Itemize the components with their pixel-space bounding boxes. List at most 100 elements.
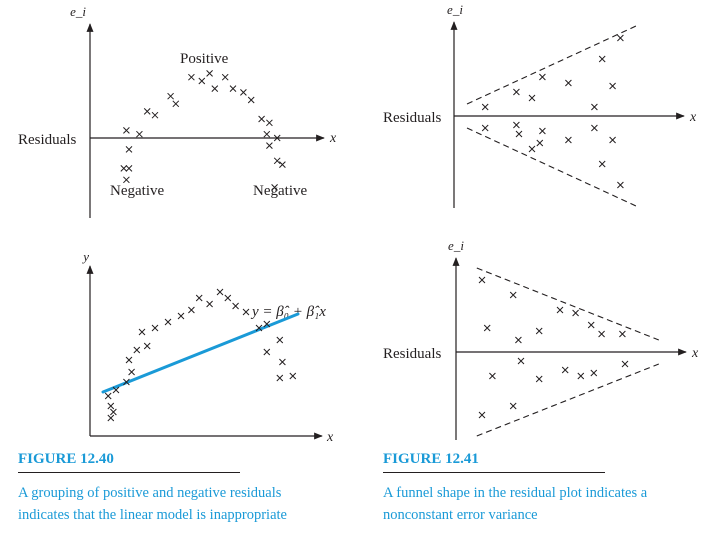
data-point	[172, 100, 180, 108]
data-point	[279, 161, 286, 168]
data-point	[216, 288, 224, 296]
data-point	[224, 294, 232, 302]
data-point	[266, 119, 273, 127]
fitted-line-group	[101, 312, 300, 394]
residuals-label: Residuals	[383, 346, 441, 362]
figure-12-41-title: FIGURE 12.41	[383, 451, 479, 467]
residual-points	[481, 34, 624, 189]
data-point	[621, 360, 629, 368]
y-axis-label: e_i	[448, 238, 464, 253]
data-point	[263, 348, 271, 356]
data-point	[221, 73, 229, 81]
residual-plot-narrowing-funnel: e_i x Residuals	[383, 238, 699, 440]
data-point	[528, 145, 536, 153]
data-point	[478, 411, 486, 419]
data-point	[232, 302, 239, 310]
figure-12-41-rule	[383, 472, 605, 473]
data-point	[151, 324, 159, 332]
data-point	[110, 408, 117, 416]
annotation-negative-right: Negative	[253, 183, 307, 199]
data-point	[609, 136, 616, 144]
data-point	[258, 115, 265, 123]
data-point	[123, 378, 130, 386]
data-point	[271, 184, 278, 191]
data-point	[120, 165, 128, 172]
data-point	[590, 369, 598, 377]
data-point	[279, 358, 286, 366]
data-point	[609, 82, 616, 90]
data-point	[242, 308, 250, 316]
data-point	[478, 276, 486, 284]
data-point	[598, 160, 606, 168]
data-point	[112, 386, 120, 394]
data-point	[266, 142, 273, 149]
funnel-guide-line	[476, 363, 660, 437]
data-point	[276, 374, 284, 382]
data-point	[240, 89, 247, 96]
data-point	[188, 73, 195, 81]
data-point	[619, 330, 626, 338]
annotation-positive: Positive	[180, 51, 229, 67]
data-point	[481, 103, 489, 111]
x-axis-label: x	[329, 131, 337, 146]
data-point	[125, 165, 133, 172]
data-point	[515, 130, 523, 138]
fitted-regression-line	[101, 312, 300, 394]
funnel-guides	[476, 267, 660, 437]
data-point	[535, 375, 543, 383]
data-point	[138, 328, 146, 336]
data-point	[104, 392, 112, 400]
residuals-label: Residuals	[18, 132, 76, 148]
data-point	[536, 139, 544, 147]
data-point	[528, 94, 536, 102]
data-point	[556, 306, 564, 314]
data-point	[136, 130, 143, 138]
data-point	[587, 321, 595, 329]
data-point	[151, 111, 159, 119]
data-point	[143, 342, 151, 350]
data-point	[177, 312, 185, 320]
data-point	[565, 136, 572, 144]
residual-plot-widening-funnel: e_i x Residuals	[383, 2, 697, 208]
data-point	[591, 124, 598, 132]
data-point	[211, 85, 219, 92]
data-points	[104, 288, 297, 422]
x-axis-label: x	[326, 430, 334, 445]
data-point	[289, 372, 297, 380]
funnel-guides	[466, 25, 637, 207]
data-point	[517, 357, 525, 365]
data-point	[509, 402, 517, 410]
data-point	[515, 336, 522, 344]
data-point	[247, 96, 255, 104]
data-point	[572, 309, 579, 317]
figure-12-40-title: FIGURE 12.40	[18, 451, 114, 467]
data-point	[206, 300, 213, 308]
data-point	[539, 127, 546, 135]
funnel-guide-line	[466, 25, 637, 105]
y-axis-label: e_i	[70, 4, 86, 19]
data-point	[107, 402, 115, 410]
data-point	[513, 121, 520, 129]
data-point	[128, 368, 135, 376]
data-point	[273, 157, 281, 165]
data-point	[565, 79, 572, 87]
y-axis-label: e_i	[447, 2, 463, 17]
figure-12-41-caption: A funnel shape in the residual plot indi…	[383, 485, 648, 523]
data-point	[617, 34, 624, 42]
data-point	[125, 356, 133, 364]
x-axis-label: x	[689, 110, 697, 125]
data-point	[513, 88, 520, 96]
data-point	[263, 130, 271, 138]
scatter-with-fitted-line: y x y = β̂₀ + β̂₁x	[81, 249, 334, 445]
x-axis-label: x	[691, 346, 699, 361]
data-point	[255, 324, 263, 332]
data-point	[229, 85, 237, 92]
residual-points	[120, 70, 286, 191]
data-point	[539, 73, 546, 81]
data-point	[273, 134, 281, 142]
data-point	[598, 330, 605, 338]
data-point	[188, 306, 195, 314]
data-point	[561, 366, 569, 374]
data-point	[206, 70, 213, 77]
data-point	[164, 318, 172, 326]
